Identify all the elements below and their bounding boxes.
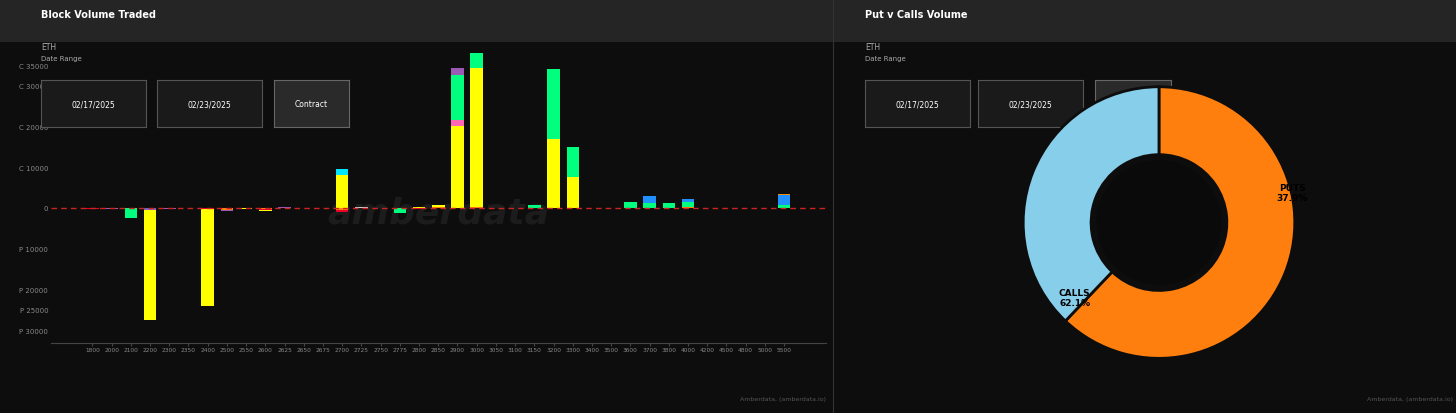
Bar xyxy=(355,208,368,209)
Bar xyxy=(625,202,636,209)
Bar xyxy=(644,197,655,204)
Bar xyxy=(144,209,156,210)
Bar xyxy=(414,208,425,209)
Bar xyxy=(566,178,579,209)
Wedge shape xyxy=(1024,88,1159,321)
Bar xyxy=(336,170,348,176)
Text: 02/17/2025: 02/17/2025 xyxy=(71,100,115,109)
Text: PUTS
37.9%: PUTS 37.9% xyxy=(1277,183,1307,203)
Bar xyxy=(470,69,483,207)
Text: ETH: ETH xyxy=(865,43,879,52)
Bar xyxy=(681,200,695,203)
Bar xyxy=(778,195,791,206)
Bar xyxy=(336,176,348,209)
Bar xyxy=(681,203,695,208)
Legend: 2025-02-18, 2025-02-21, 2025-02-22, 2025-02-23, 2025-02-24, 2025-02-28, 2025-03-: 2025-02-18, 2025-02-21, 2025-02-22, 2025… xyxy=(157,379,719,390)
Bar xyxy=(144,210,156,320)
Bar xyxy=(644,204,655,209)
Text: Amberdata, (amberdata.io): Amberdata, (amberdata.io) xyxy=(740,396,826,401)
Bar xyxy=(566,147,579,178)
Text: Contract: Contract xyxy=(1117,100,1149,109)
Text: Block Volume Traded: Block Volume Traded xyxy=(41,10,156,20)
Text: CALLS
62.1%: CALLS 62.1% xyxy=(1059,288,1091,307)
Bar xyxy=(432,205,444,208)
Circle shape xyxy=(1091,155,1227,291)
Bar xyxy=(778,206,791,209)
Bar xyxy=(451,127,463,209)
Bar xyxy=(336,209,348,211)
Bar xyxy=(125,209,137,218)
Bar xyxy=(221,210,233,211)
Wedge shape xyxy=(1066,88,1294,358)
Text: Date Range: Date Range xyxy=(865,56,906,62)
Bar xyxy=(547,70,559,139)
Bar xyxy=(259,209,272,210)
Bar xyxy=(470,207,483,209)
Text: Put v Calls Volume: Put v Calls Volume xyxy=(865,10,967,20)
Text: 02/23/2025: 02/23/2025 xyxy=(1009,100,1053,109)
Bar xyxy=(221,211,233,212)
Bar xyxy=(547,139,559,209)
Bar xyxy=(451,76,463,121)
Text: Date Range: Date Range xyxy=(41,56,82,62)
Bar xyxy=(278,208,291,209)
Bar xyxy=(451,69,463,76)
Bar xyxy=(681,208,695,209)
Bar xyxy=(662,204,676,209)
Circle shape xyxy=(1096,161,1222,285)
Text: 02/17/2025: 02/17/2025 xyxy=(895,100,939,109)
Bar xyxy=(336,211,348,212)
Bar xyxy=(201,209,214,307)
Text: ETH: ETH xyxy=(41,43,55,52)
Text: amberdata: amberdata xyxy=(328,196,549,230)
Text: 02/23/2025: 02/23/2025 xyxy=(188,100,232,109)
Bar xyxy=(432,208,444,209)
Text: Contract: Contract xyxy=(296,100,328,109)
Bar xyxy=(221,209,233,210)
Bar xyxy=(529,206,540,209)
Bar xyxy=(393,209,406,213)
Text: Amberdata, (amberdata.io): Amberdata, (amberdata.io) xyxy=(1367,396,1453,401)
Bar xyxy=(259,210,272,211)
Bar xyxy=(451,121,463,127)
Bar xyxy=(470,0,483,69)
